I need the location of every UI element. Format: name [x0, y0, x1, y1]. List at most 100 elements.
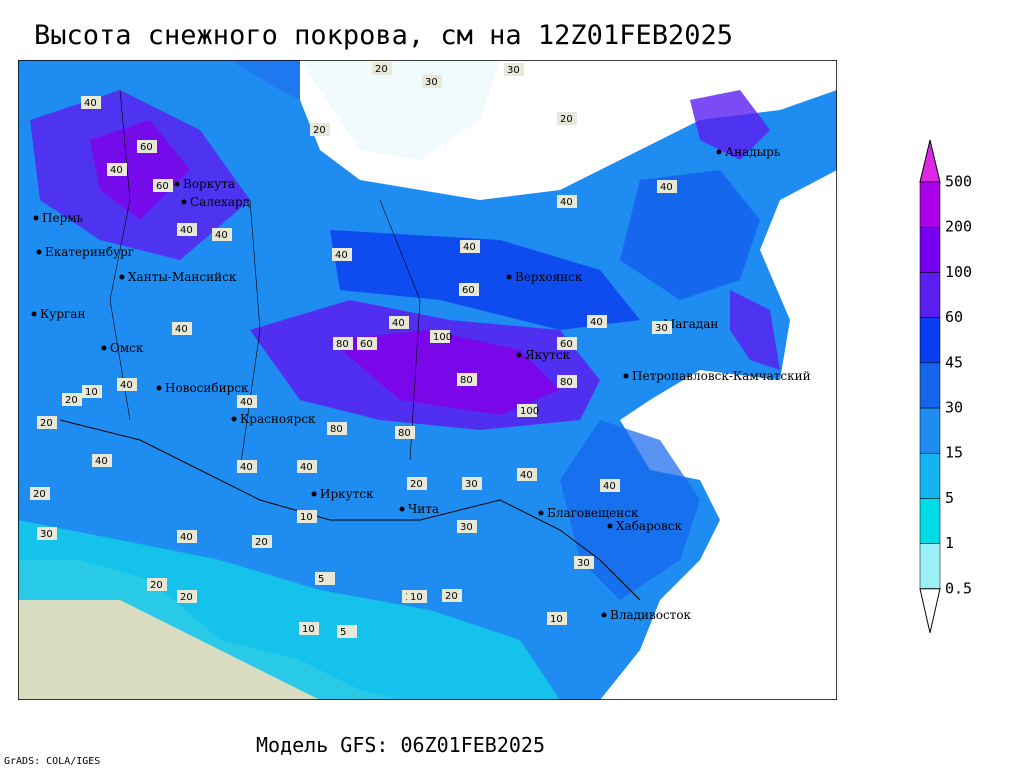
contour-label-bg	[457, 373, 477, 386]
contour-label-bg	[460, 240, 480, 253]
contour-label: 40	[110, 165, 123, 176]
contour-label-bg	[212, 228, 232, 241]
city-dot	[623, 373, 629, 379]
contour-label-bg	[62, 393, 82, 406]
contour-label: 30	[460, 522, 473, 533]
contour-label: 20	[313, 125, 326, 136]
contour-label: 80	[460, 375, 473, 386]
contour-label: 80	[398, 428, 411, 439]
contour-label: 40	[240, 397, 253, 408]
contour-label: 40	[392, 318, 405, 329]
contour-label-bg	[315, 572, 335, 585]
contour-label: 20	[410, 479, 423, 490]
contour-label: 40	[520, 470, 533, 481]
contour-label: 30	[40, 529, 53, 540]
contour-label-bg	[299, 622, 319, 635]
contour-label-bg	[557, 112, 577, 125]
city-dot	[174, 181, 180, 187]
contour-label-bg	[395, 426, 415, 439]
contour-label: 80	[336, 339, 349, 350]
contour-label: 20	[180, 592, 193, 603]
city-dot	[516, 352, 522, 358]
city-label: Чита	[408, 502, 439, 516]
contour-label: 20	[65, 395, 78, 406]
colorbar-label: 200	[945, 218, 972, 236]
contour-label: 40	[300, 462, 313, 473]
contour-label-bg	[297, 510, 317, 523]
city-dot	[33, 215, 39, 221]
colorbar-segment	[919, 317, 941, 364]
map: Воркута Салехард Пермь Екатеринбург Ханты-Ма…	[18, 60, 837, 700]
colorbar-segment	[919, 543, 941, 590]
colorbar-label: 60	[945, 308, 963, 326]
contour-label: 40	[335, 250, 348, 261]
colorbar-segment	[919, 272, 941, 318]
contour-label-bg	[92, 454, 112, 467]
city-dot	[716, 149, 722, 155]
contour-label-bg	[557, 337, 577, 350]
contour-label: 10	[85, 387, 98, 398]
contour-label-bg	[430, 330, 450, 343]
colorbar-top	[919, 139, 941, 183]
city-dot	[607, 523, 613, 529]
city-dot	[311, 491, 317, 497]
contour-label: 40	[463, 242, 476, 253]
contour-label-bg	[389, 316, 409, 329]
contour-label: 5	[340, 627, 346, 638]
contour-label-bg	[600, 479, 620, 492]
contour-label-bg	[310, 123, 330, 136]
contour-label: 30	[465, 479, 478, 490]
title: Высота снежного покрова, см на 12Z01FEB2…	[34, 20, 733, 51]
contour-label-bg	[332, 248, 352, 261]
contour-label-bg	[372, 62, 392, 75]
contour-label-bg	[652, 321, 672, 334]
contour-label: 10	[300, 512, 313, 523]
colorbar-label: 30	[945, 399, 963, 417]
city-label: Ханты-Мансийск	[128, 270, 237, 284]
contour-label-bg	[587, 315, 607, 328]
contour-label: 30	[507, 65, 520, 76]
colorbar-segment	[919, 452, 941, 499]
contour-label-bg	[457, 520, 477, 533]
contour-label: 40	[590, 317, 603, 328]
colorbar-segment	[919, 226, 941, 273]
colorbar-label: 5	[945, 489, 954, 507]
contour-label-bg	[37, 527, 57, 540]
contour-label-bg	[574, 556, 594, 569]
colorbar-label: 500	[945, 173, 972, 191]
contour-label: 100	[520, 406, 539, 417]
contour-label-bg	[357, 337, 377, 350]
contour-label: 20	[560, 114, 573, 125]
city-label: Магадан	[663, 317, 718, 331]
colorbar-label: 0.5	[945, 579, 972, 597]
city-dot	[119, 274, 125, 280]
credit: GrADS: COLA/IGES	[4, 756, 100, 767]
city-label: Якутск	[525, 348, 571, 362]
city-dot	[506, 274, 512, 280]
city-dot	[36, 249, 42, 255]
contour-label: 10	[410, 592, 423, 603]
contour-label: 40	[95, 456, 108, 467]
contour-label: 20	[150, 580, 163, 591]
contour-label: 40	[175, 324, 188, 335]
city-label: Воркута	[183, 177, 235, 191]
contour-label: 30	[425, 77, 438, 88]
contour-label: 40	[560, 197, 573, 208]
contour-label-bg	[147, 578, 167, 591]
contour-label: 20	[255, 537, 268, 548]
contour-label: 20	[40, 418, 53, 429]
contour-label-bg	[117, 378, 137, 391]
contour-label: 20	[375, 64, 388, 75]
contour-label-bg	[517, 404, 537, 417]
colorbar-segment	[919, 407, 941, 454]
contour-label-bg	[81, 96, 101, 109]
colorbar-label: 100	[945, 263, 972, 281]
contour-label: 60	[360, 339, 373, 350]
contour-label: 10	[550, 614, 563, 625]
city-label: Анадырь	[725, 145, 781, 159]
city-dot	[231, 416, 237, 422]
colorbar-segment	[919, 181, 941, 228]
contour-label: 60	[156, 181, 169, 192]
